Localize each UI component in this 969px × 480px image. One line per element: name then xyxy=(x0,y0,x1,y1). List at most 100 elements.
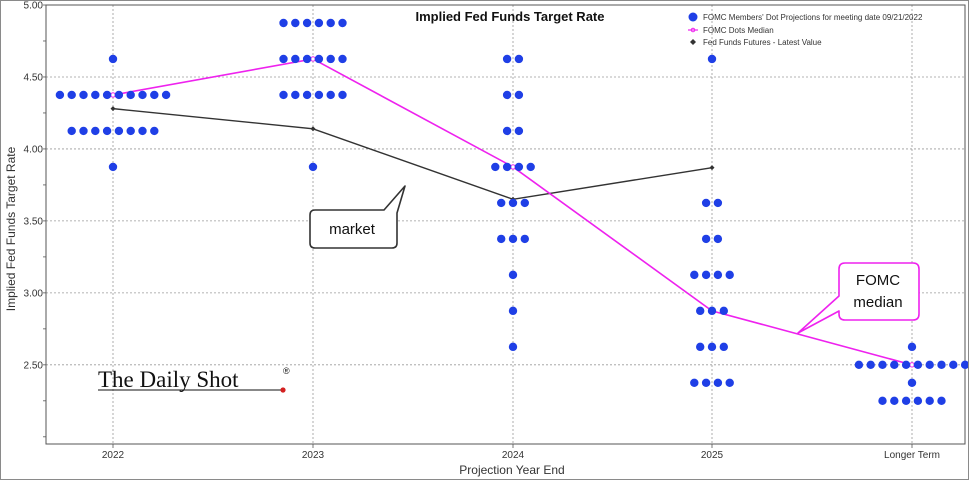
median-callout-box xyxy=(797,262,920,334)
gridlines xyxy=(46,4,965,444)
dot-longer-term xyxy=(907,342,917,352)
dot-longer-term xyxy=(878,396,887,406)
chart-title: Implied Fed Funds Target Rate xyxy=(415,9,604,24)
dot-2024 xyxy=(497,198,506,208)
dot-2024 xyxy=(508,270,518,280)
dot-2025 xyxy=(713,270,723,280)
brand-registered-mark: ® xyxy=(283,366,290,376)
dot-2022 xyxy=(91,90,100,100)
dot-2023 xyxy=(302,18,312,28)
dot-2024 xyxy=(502,90,512,100)
callouts: market FOMC median xyxy=(309,185,920,334)
dot-2024 xyxy=(508,342,518,352)
dot-2023 xyxy=(314,54,324,64)
dot-2024 xyxy=(497,234,506,244)
dot-2025 xyxy=(707,54,717,64)
dot-2023 xyxy=(279,54,288,64)
dot-2023 xyxy=(326,54,335,64)
dot-2023 xyxy=(326,90,335,100)
axes: 5.00 4.50 4.00 3.50 3.00 2.50 2022 2023 2024 2025… xyxy=(24,1,966,461)
legend-dots-label: FOMC Members' Dot Projections for meetin… xyxy=(703,13,923,22)
dot-2024 xyxy=(491,162,500,172)
dot-longer-term xyxy=(901,360,911,370)
dot-2022 xyxy=(108,54,118,64)
x-tick-label-2025: 2025 xyxy=(701,450,724,461)
x-tick-label-2022: 2022 xyxy=(102,450,125,461)
x-tick-label-2023: 2023 xyxy=(302,450,325,461)
y-tick-label: 3.00 xyxy=(24,288,44,299)
dot-2022 xyxy=(114,126,124,136)
dot-2024 xyxy=(514,162,524,172)
dot-longer-term xyxy=(960,360,968,370)
dot-2023 xyxy=(291,54,300,64)
dot-2025 xyxy=(701,378,711,388)
dot-longer-term xyxy=(878,360,887,370)
dot-2022 xyxy=(126,90,135,100)
x-tick-label-longer-term: Longer Term xyxy=(884,450,940,461)
dot-2024 xyxy=(508,306,518,316)
legend: FOMC Members' Dot Projections for meetin… xyxy=(688,12,923,47)
dot-longer-term xyxy=(925,360,934,370)
legend-median-label: FOMC Dots Median xyxy=(703,26,774,35)
futures-point xyxy=(709,165,715,171)
dot-2023 xyxy=(326,18,335,28)
dot-2025 xyxy=(696,342,705,352)
dot-2025 xyxy=(707,306,717,316)
dot-2025 xyxy=(719,342,728,352)
dot-2022 xyxy=(102,90,112,100)
futures-point xyxy=(310,126,316,132)
legend-futures-label: Fed Funds Futures - Latest Value xyxy=(703,38,822,47)
legend-median-point xyxy=(690,27,696,33)
dot-longer-term xyxy=(866,360,875,370)
dot-2024 xyxy=(502,162,512,172)
dot-longer-term xyxy=(913,396,923,406)
market-callout-label: market xyxy=(329,221,376,238)
dot-2024 xyxy=(514,90,524,100)
dot-2022 xyxy=(102,126,112,136)
median-point xyxy=(110,92,116,98)
dot-2024 xyxy=(502,54,512,64)
dot-2023 xyxy=(308,162,318,172)
dot-2024 xyxy=(514,54,524,64)
dot-2025 xyxy=(713,234,723,244)
dot-longer-term xyxy=(937,360,946,370)
series-lines xyxy=(110,56,915,368)
legend-dots-marker xyxy=(688,12,698,22)
dot-2024 xyxy=(514,126,524,136)
dot-2024 xyxy=(508,234,518,244)
median-point xyxy=(310,56,316,62)
dot-longer-term xyxy=(901,396,911,406)
median-callout-label-line2: median xyxy=(853,294,902,311)
dot-2022 xyxy=(114,90,124,100)
dot-2025 xyxy=(719,306,728,316)
dot-2023 xyxy=(314,90,324,100)
x-axis-title: Projection Year End xyxy=(459,463,564,477)
dot-2023 xyxy=(291,18,300,28)
dot-2024 xyxy=(520,234,529,244)
x-tick-label-2024: 2024 xyxy=(502,450,525,461)
dot-2024 xyxy=(520,198,529,208)
dot-projections xyxy=(55,18,968,406)
median-point xyxy=(909,362,915,368)
median-callout-label-line1: FOMC xyxy=(856,272,900,289)
dot-2023 xyxy=(279,18,288,28)
brand-red-dot xyxy=(280,387,286,393)
dot-2024 xyxy=(502,126,512,136)
dot-2023 xyxy=(302,90,312,100)
dot-2023 xyxy=(338,18,347,28)
dot-2022 xyxy=(67,90,76,100)
market-callout-box xyxy=(309,185,406,249)
dot-2022 xyxy=(79,90,88,100)
dot-2022 xyxy=(138,90,147,100)
median-point xyxy=(510,164,516,170)
dot-2023 xyxy=(291,90,300,100)
dot-longer-term xyxy=(890,396,899,406)
dot-2025 xyxy=(713,198,723,208)
dot-2025 xyxy=(701,198,711,208)
futures-line xyxy=(112,107,713,201)
dot-longer-term xyxy=(854,360,864,370)
dot-2022 xyxy=(150,126,159,136)
dot-2023 xyxy=(338,54,347,64)
